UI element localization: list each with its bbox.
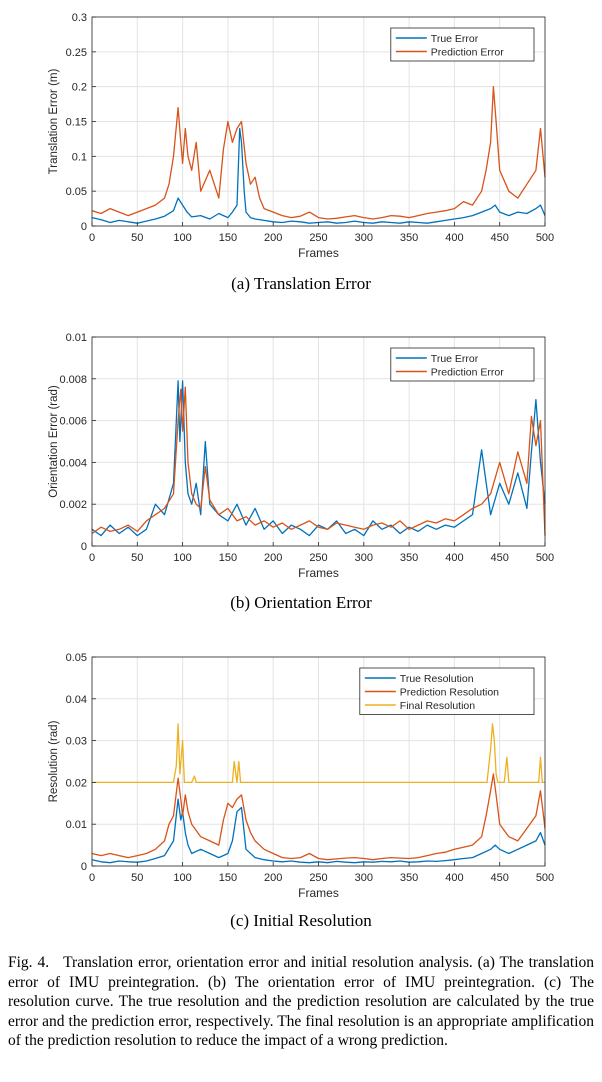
x-tick-label: 100	[173, 552, 191, 564]
x-tick-label: 500	[536, 232, 554, 244]
legend-label-1: True Resolution	[400, 673, 474, 685]
x-tick-label: 450	[491, 552, 509, 564]
x-tick-label: 200	[264, 552, 282, 564]
y-tick-label: 0	[81, 221, 87, 233]
x-tick-label: 500	[536, 872, 554, 884]
legend-box	[390, 347, 535, 382]
initial-resolution-chart: 0 50 100 150 200 250 300 350 400 450 500 0 0.01 0.02 0…	[0, 640, 602, 940]
x-tick-label: 300	[355, 872, 373, 884]
translation-error-chart: 0 50 100 150 200 250 300 350 400 450 500 0 0.05 0.1 0.…	[0, 0, 602, 300]
x-tick-label: 0	[89, 232, 95, 244]
legend-label-1: True Error	[431, 353, 479, 365]
x-tick-label: 200	[264, 232, 282, 244]
y-tick-label: 0.04	[66, 694, 87, 706]
x-tick-label: 300	[355, 232, 373, 244]
x-tick-label: 150	[219, 872, 237, 884]
y-tick-label: 0.2	[72, 82, 87, 94]
figure-caption: Fig. 4. Translation error, orientation er…	[8, 953, 594, 1051]
x-tick-label: 100	[173, 232, 191, 244]
series-line-2	[91, 773, 546, 861]
series-line-2	[91, 386, 546, 536]
series-line-1	[91, 380, 546, 537]
series-line-1	[91, 127, 546, 224]
legend-label-3: Final Resolution	[400, 700, 475, 712]
series-line-2	[91, 86, 546, 220]
x-tick-label: 450	[491, 872, 509, 884]
legend-label-1: True Error	[431, 33, 479, 45]
x-tick-label: 500	[536, 552, 554, 564]
x-tick-label: 250	[309, 552, 327, 564]
x-axis-label: Frames	[298, 886, 339, 900]
legend-box	[390, 27, 535, 62]
x-tick-label: 400	[445, 232, 463, 244]
translation-error-plot: 0 50 100 150 200 250 300 350 400 450 500 0 0.05 0.1 0.…	[48, 12, 554, 260]
legend-label-2: Prediction Resolution	[400, 687, 499, 699]
x-tick-label: 0	[89, 872, 95, 884]
x-tick-label: 50	[131, 872, 143, 884]
x-tick-label: 150	[219, 552, 237, 564]
legend-label-2: Prediction Error	[431, 367, 504, 379]
x-tick-label: 0	[89, 552, 95, 564]
y-tick-label: 0.02	[66, 777, 87, 789]
y-tick-label: 0.008	[59, 374, 87, 386]
y-tick-label: 0.006	[59, 416, 87, 428]
y-axis-label: Resolution (rad)	[48, 720, 60, 802]
x-tick-label: 200	[264, 872, 282, 884]
x-axis-label: Frames	[298, 566, 339, 580]
subcaption-c: (c) Initial Resolution	[230, 911, 372, 930]
series-line-1	[91, 798, 546, 864]
x-tick-label: 450	[491, 232, 509, 244]
y-tick-label: 0.1	[72, 151, 87, 163]
subcaption-b: (b) Orientation Error	[230, 593, 372, 612]
y-tick-label: 0.05	[66, 186, 87, 198]
y-tick-label: 0	[81, 861, 87, 873]
x-tick-label: 400	[445, 872, 463, 884]
y-tick-label: 0.25	[66, 47, 87, 59]
figure-caption-text: Translation error, orientation error and…	[8, 954, 594, 1049]
legend-label-2: Prediction Error	[431, 47, 504, 59]
y-tick-label: 0.01	[66, 819, 87, 831]
series-line-3	[92, 723, 545, 784]
y-axis-label: Translation Error (m)	[48, 69, 60, 175]
x-tick-label: 100	[173, 872, 191, 884]
x-tick-label: 350	[400, 872, 418, 884]
x-tick-label: 300	[355, 552, 373, 564]
y-tick-label: 0.05	[66, 652, 87, 664]
figure-caption-lead: Fig. 4.	[8, 954, 50, 971]
x-axis-label: Frames	[298, 246, 339, 260]
x-tick-label: 350	[400, 552, 418, 564]
y-tick-label: 0.01	[66, 332, 87, 344]
initial-resolution-plot: 0 50 100 150 200 250 300 350 400 450 500 0 0.01 0.02 0…	[48, 652, 554, 900]
subcaption-a: (a) Translation Error	[231, 274, 371, 293]
x-tick-label: 150	[219, 232, 237, 244]
orientation-error-chart: 0 50 100 150 200 250 300 350 400 450 500 0 0.002 0.00…	[0, 320, 602, 620]
orientation-error-plot: 0 50 100 150 200 250 300 350 400 450 500 0 0.002 0.00…	[48, 332, 554, 580]
x-tick-label: 250	[309, 232, 327, 244]
x-tick-label: 50	[131, 552, 143, 564]
y-tick-label: 0.002	[59, 499, 87, 511]
y-tick-label: 0.15	[66, 117, 87, 129]
y-tick-label: 0.3	[72, 12, 87, 24]
y-tick-label: 0.004	[59, 457, 87, 469]
y-axis-label: Orientation Error (rad)	[48, 385, 60, 498]
x-tick-label: 50	[131, 232, 143, 244]
y-tick-label: 0	[81, 541, 87, 553]
x-tick-label: 350	[400, 232, 418, 244]
x-tick-label: 250	[309, 872, 327, 884]
y-tick-label: 0.03	[66, 736, 87, 748]
x-tick-label: 400	[445, 552, 463, 564]
